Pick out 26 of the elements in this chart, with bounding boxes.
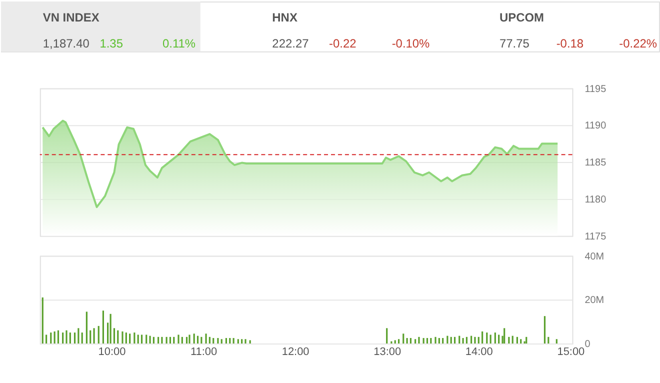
- text: VN INDEX: [42, 10, 100, 24]
- text: -0.22: [329, 36, 357, 50]
- y-tick-label: 1190: [584, 120, 607, 132]
- text: 1.35: [100, 36, 124, 50]
- x-tick-label: 13:00: [374, 346, 402, 358]
- x-tick-label: 14:00: [465, 346, 493, 358]
- x-tick-label: 15:00: [557, 346, 585, 358]
- text: HNX: [272, 10, 298, 24]
- text: 0.11%: [162, 36, 196, 50]
- text: 77.75: [499, 36, 530, 50]
- text: UPCOM: [499, 10, 544, 24]
- text: -0.18: [556, 36, 584, 50]
- y-tick-label: 1175: [584, 231, 607, 242]
- x-tick-label: 10:00: [98, 346, 126, 358]
- y-tick-label: 1180: [584, 194, 607, 206]
- x-tick-label: 12:00: [282, 346, 310, 358]
- y-tick-label: 0: [584, 338, 591, 350]
- text: 1,187.40: [42, 36, 90, 50]
- x-tick-label: 11:00: [190, 346, 218, 358]
- text: -0.10%: [392, 36, 430, 50]
- text: 222.27: [272, 36, 310, 50]
- y-tick-label: 1195: [584, 84, 607, 95]
- y-tick-label: 40M: [584, 251, 604, 262]
- y-tick-label: 1185: [584, 158, 607, 169]
- y-tick-label: 20M: [584, 295, 604, 306]
- text: -0.22%: [619, 36, 658, 50]
